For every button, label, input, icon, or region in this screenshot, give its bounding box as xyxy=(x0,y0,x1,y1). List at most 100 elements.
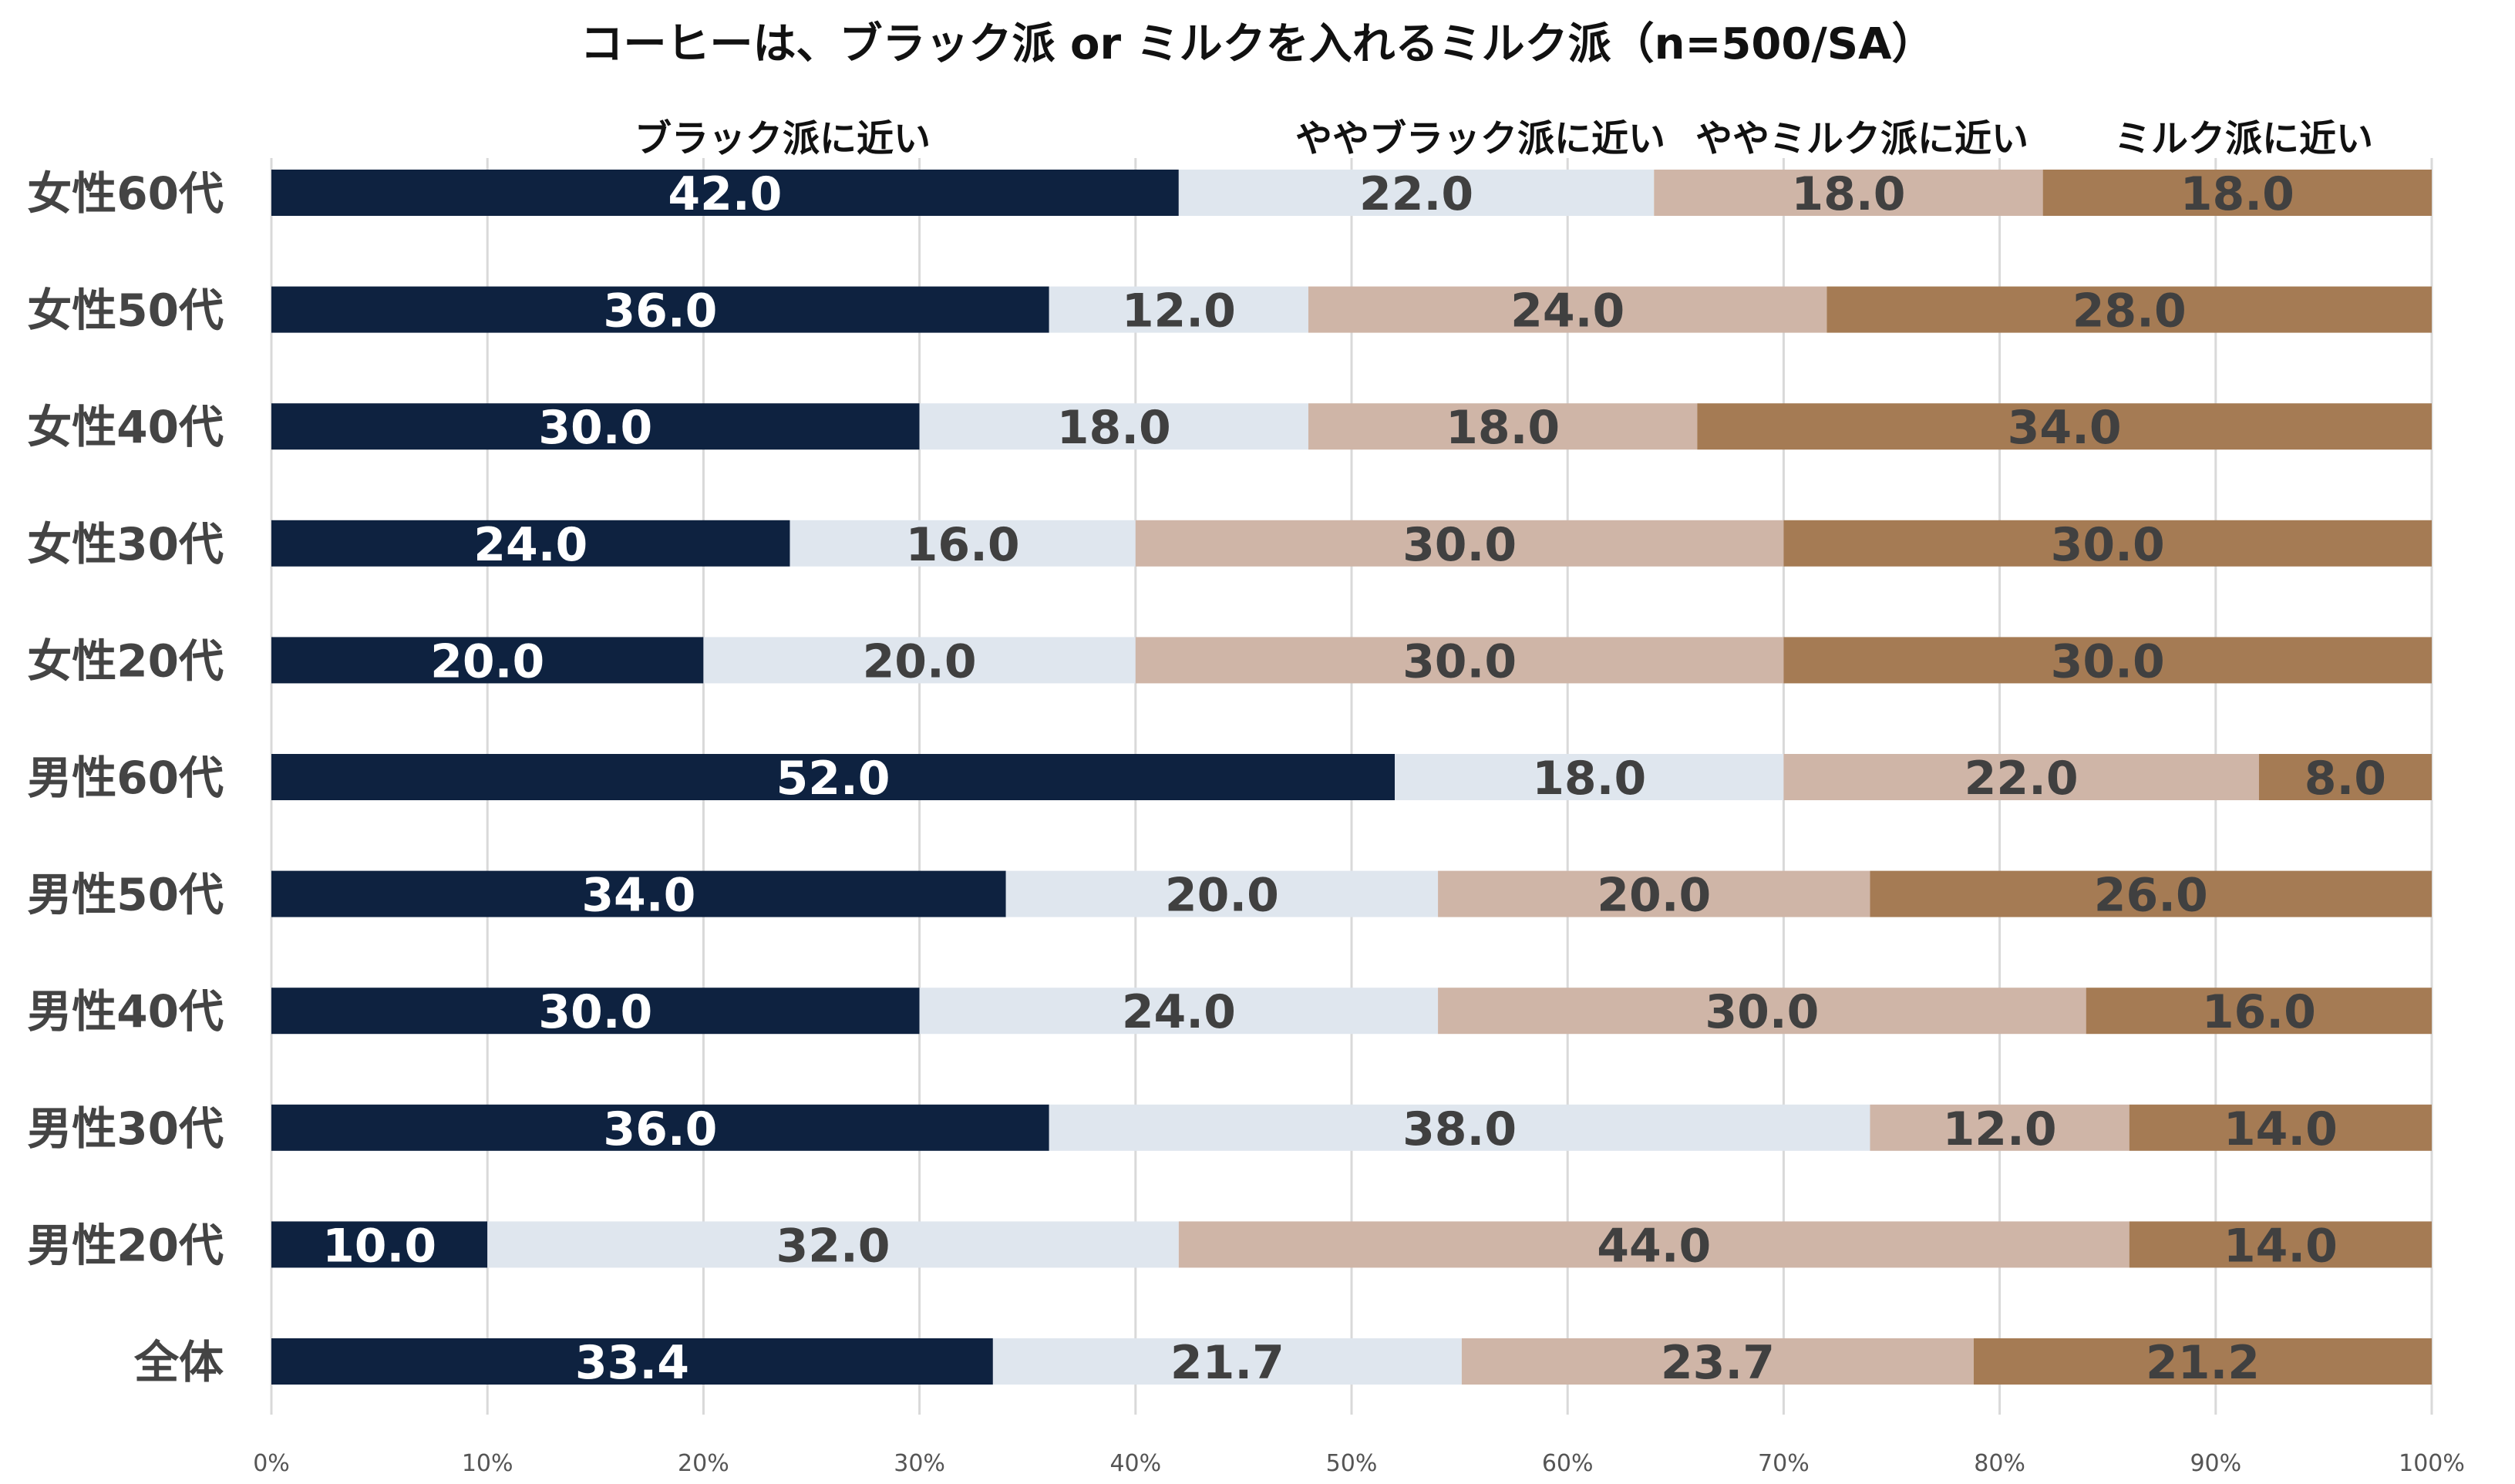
x-tick-label: 10% xyxy=(462,1450,513,1477)
bar-segment xyxy=(919,988,1439,1035)
data-label: 20.0 xyxy=(1165,869,1279,923)
x-tick-label: 70% xyxy=(1758,1450,1810,1477)
bar-segment xyxy=(1135,637,1784,684)
category-label: 全体 xyxy=(133,1336,224,1388)
bar-segment xyxy=(1178,170,1655,216)
category-label: 女性20代 xyxy=(27,634,224,687)
data-label: 14.0 xyxy=(2224,1219,2338,1273)
data-label: 33.4 xyxy=(575,1336,689,1390)
data-label: 18.0 xyxy=(1532,752,1646,806)
data-label: 16.0 xyxy=(2202,985,2316,1039)
x-tick-label: 80% xyxy=(1974,1450,2025,1477)
category-label: 女性60代 xyxy=(27,167,224,220)
x-tick-label: 60% xyxy=(1542,1450,1594,1477)
bar-segment xyxy=(2258,754,2432,800)
data-label: 52.0 xyxy=(776,752,890,806)
x-tick-label: 50% xyxy=(1326,1450,1378,1477)
data-label: 24.0 xyxy=(473,518,588,572)
data-label: 24.0 xyxy=(1122,985,1236,1039)
data-label: 38.0 xyxy=(1402,1102,1517,1156)
data-label: 20.0 xyxy=(1597,869,1711,923)
bar-segment xyxy=(1438,870,1870,917)
bar-segment xyxy=(703,637,1136,684)
data-label: 10.0 xyxy=(322,1219,436,1273)
bar-segment xyxy=(1783,520,2432,567)
data-label: 21.7 xyxy=(1170,1336,1284,1390)
bar-segment xyxy=(271,870,1006,917)
bar-segment xyxy=(271,170,1179,216)
category-labels: 女性60代女性50代女性40代女性30代女性20代男性60代男性50代男性40代… xyxy=(27,167,224,1388)
bar-segment xyxy=(1461,1338,1974,1385)
bars xyxy=(271,170,2432,1385)
bar-segment xyxy=(1826,286,2432,333)
bar-segment xyxy=(487,1221,1179,1268)
bar-segment xyxy=(271,1221,488,1268)
data-label: 30.0 xyxy=(1705,985,1819,1039)
chart-title: コーヒーは、ブラック派 or ミルクを入れるミルク派（n=500/SA） xyxy=(581,19,1935,69)
bar-segment xyxy=(1973,1338,2432,1385)
x-tick-label: 30% xyxy=(894,1450,945,1477)
category-label: 男性60代 xyxy=(27,752,224,804)
data-label: 30.0 xyxy=(1402,634,1517,688)
value-labels: 42.0 22.0 18.0 18.0 36.0 12.0 24.0 28.0 30.0 18.0… xyxy=(322,167,2386,1390)
category-label: 女性40代 xyxy=(27,401,224,453)
data-label: 12.0 xyxy=(1122,284,1236,338)
bar-segment xyxy=(271,403,920,450)
data-label: 18.0 xyxy=(1791,167,1905,221)
bar-segment xyxy=(2129,1104,2432,1151)
bar-segment xyxy=(271,1338,993,1385)
data-label: 18.0 xyxy=(1446,401,1560,455)
x-tick-label: 20% xyxy=(678,1450,729,1477)
data-label: 16.0 xyxy=(906,518,1020,572)
legend-item: ブラック派に近い xyxy=(635,117,931,160)
data-label: 21.2 xyxy=(2146,1336,2260,1390)
bar-segment xyxy=(2086,988,2432,1035)
bar-segment xyxy=(1308,403,1698,450)
bar-segment xyxy=(271,286,1049,333)
category-label: 男性20代 xyxy=(27,1219,224,1271)
data-label: 30.0 xyxy=(1402,518,1517,572)
bar-segment xyxy=(1395,754,1784,800)
data-label: 34.0 xyxy=(2008,401,2122,455)
data-label: 30.0 xyxy=(2051,518,2165,572)
data-label: 42.0 xyxy=(668,167,782,221)
bar-segment xyxy=(1308,286,1827,333)
bar-segment xyxy=(1783,754,2259,800)
data-label: 36.0 xyxy=(603,284,717,338)
data-label: 14.0 xyxy=(2224,1102,2338,1156)
bar-segment xyxy=(1135,520,1784,567)
bar-segment xyxy=(271,988,920,1035)
category-label: 女性50代 xyxy=(27,284,224,337)
data-label: 30.0 xyxy=(2051,634,2165,688)
data-label: 18.0 xyxy=(2180,167,2294,221)
data-label: 22.0 xyxy=(1965,752,2079,806)
bar-segment xyxy=(1783,637,2432,684)
legend-item: ミルク派に近い xyxy=(2114,117,2373,160)
category-label: 男性40代 xyxy=(27,985,224,1038)
bar-segment xyxy=(2042,170,2432,216)
bar-segment xyxy=(1049,286,1308,333)
data-label: 26.0 xyxy=(2094,869,2208,923)
legend: ブラック派に近い ややブラック派に近い ややミルク派に近い ミルク派に近い xyxy=(635,117,2373,160)
category-label: 男性50代 xyxy=(27,869,224,921)
bar-segment xyxy=(1870,870,2432,917)
data-label: 8.0 xyxy=(2305,752,2386,806)
bar-segment xyxy=(271,520,790,567)
bar-segment xyxy=(271,637,704,684)
legend-item: ややミルク派に近い xyxy=(1695,117,2028,160)
bar-segment xyxy=(1654,170,2043,216)
bar-segment xyxy=(1870,1104,2130,1151)
bar-segment xyxy=(1178,1221,2130,1268)
data-label: 30.0 xyxy=(538,401,652,455)
data-label: 23.7 xyxy=(1661,1336,1775,1390)
bar-segment xyxy=(1005,870,1439,917)
bar-segment xyxy=(271,754,1396,800)
legend-item: ややブラック派に近い xyxy=(1295,117,1665,160)
data-label: 44.0 xyxy=(1597,1219,1711,1273)
bar-segment xyxy=(2129,1221,2432,1268)
bar-segment xyxy=(919,403,1308,450)
data-label: 24.0 xyxy=(1510,284,1624,338)
bar-segment xyxy=(790,520,1136,567)
data-label: 30.0 xyxy=(538,985,652,1039)
